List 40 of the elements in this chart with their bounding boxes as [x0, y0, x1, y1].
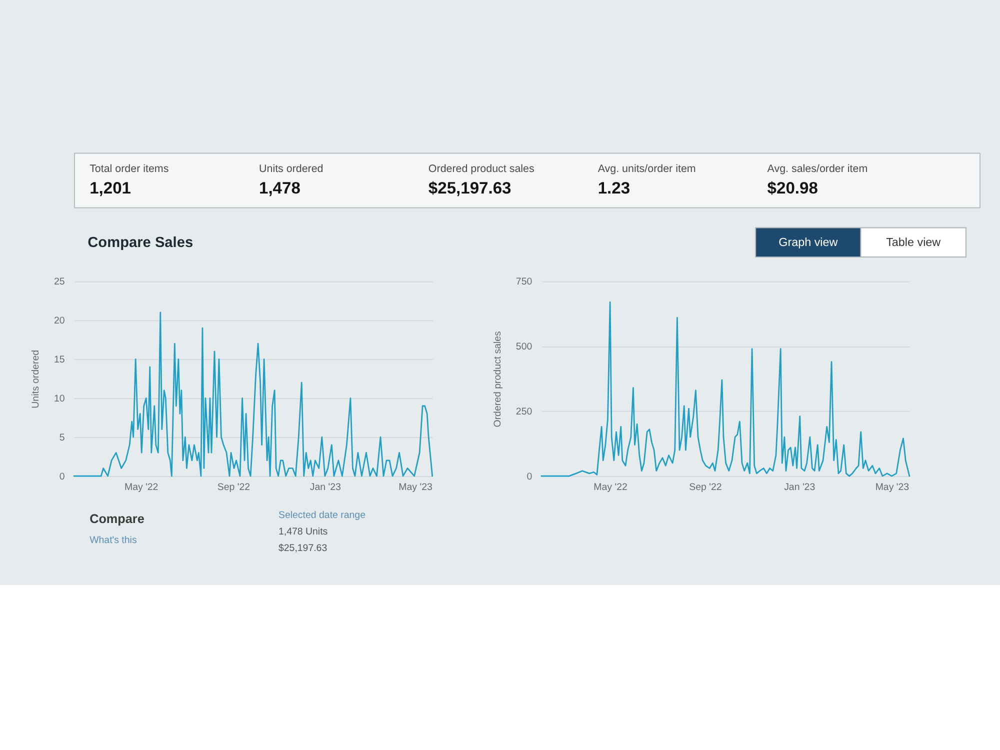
x-tick-label: May '23 [875, 482, 910, 494]
y-tick-label: 250 [516, 406, 533, 418]
x-tick-label: May '23 [398, 482, 432, 494]
x-tick-label: Jan '23 [784, 482, 816, 494]
y-tick-label: 10 [54, 394, 66, 405]
x-tick-label: Sep '22 [217, 482, 250, 494]
text: Units ordered [259, 163, 324, 176]
text: $25,197.63 [278, 543, 328, 554]
text: Selected date range [278, 510, 366, 521]
text: Avg. units/order item [598, 163, 696, 176]
text: Avg. sales/order item [767, 163, 868, 176]
text: Compare Sales [88, 235, 194, 252]
text: Graph view [778, 236, 838, 250]
y-tick-label: 25 [54, 276, 65, 288]
text: Compare [90, 512, 144, 526]
y-tick-label: 20 [54, 316, 66, 327]
text: 1,478 [259, 178, 300, 198]
y-tick-label: 0 [59, 471, 66, 482]
text: $20.98 [767, 178, 818, 198]
y-tick-label: 5 [59, 432, 65, 444]
y-tick-label: 500 [516, 342, 533, 353]
y-tick-label: 750 [516, 276, 533, 288]
line-series [73, 312, 434, 477]
y-tick-label: 0 [526, 471, 533, 482]
line-series [540, 301, 910, 477]
x-tick-label: Jan '23 [310, 482, 341, 494]
text: Total order items [90, 163, 169, 176]
text: 1,478 Units [278, 526, 328, 538]
text: Ordered product sales [428, 163, 534, 176]
text: $25,197.63 [428, 178, 512, 198]
x-tick-label: Sep '22 [689, 482, 722, 494]
x-tick-label: May '22 [124, 482, 158, 494]
text: Table view [886, 236, 942, 250]
x-tick-label: May '22 [594, 482, 628, 494]
y-tick-label: 15 [54, 354, 65, 366]
y-axis-title: Ordered product sales [492, 330, 504, 428]
text: 1,201 [90, 178, 132, 198]
y-axis-title: Units ordered [30, 350, 42, 408]
text: 1.23 [598, 178, 630, 198]
text: What's this [90, 535, 137, 546]
